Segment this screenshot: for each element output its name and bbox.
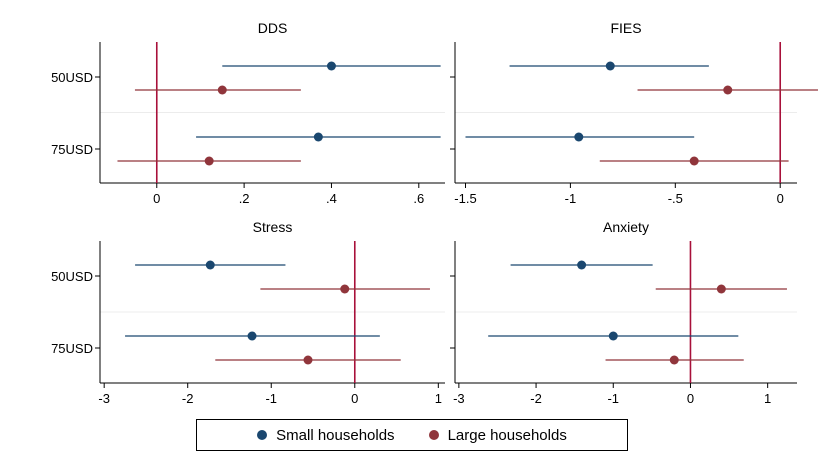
point-estimate-anxiety-large-1 bbox=[669, 355, 679, 365]
panel-title-dds: DDS bbox=[258, 20, 288, 36]
x-tick-label-dds-3: .6 bbox=[413, 191, 424, 206]
x-tick-label-stress-0: -3 bbox=[98, 391, 110, 406]
legend-marker-large bbox=[428, 430, 439, 440]
legend-marker-small bbox=[257, 430, 268, 440]
x-tick-label-stress-3: 0 bbox=[351, 391, 358, 406]
legend: Small households Large households bbox=[196, 419, 628, 451]
x-tick-label-stress-4: 1 bbox=[435, 391, 442, 406]
x-tick-label-dds-1: .2 bbox=[239, 191, 250, 206]
legend-entry-small: Small households bbox=[257, 426, 395, 444]
legend-entry-large: Large households bbox=[428, 426, 567, 444]
y-tick-label-dds-0: 50USD bbox=[51, 70, 93, 85]
x-tick-label-dds-0: 0 bbox=[153, 191, 160, 206]
x-tick-label-fies-1: -1 bbox=[565, 191, 577, 206]
point-estimate-dds-large-1 bbox=[204, 156, 214, 166]
x-tick-label-fies-3: 0 bbox=[777, 191, 784, 206]
panel-title-anxiety: Anxiety bbox=[603, 219, 649, 235]
legend-label-large: Large households bbox=[447, 426, 567, 444]
point-estimate-dds-large-0 bbox=[217, 85, 227, 95]
x-tick-label-anxiety-3: 0 bbox=[687, 391, 694, 406]
point-estimate-fies-small-1 bbox=[574, 132, 584, 142]
point-estimate-stress-small-0 bbox=[205, 260, 215, 270]
x-tick-label-fies-2: -.5 bbox=[668, 191, 683, 206]
x-tick-label-anxiety-4: 1 bbox=[764, 391, 771, 406]
x-tick-label-anxiety-2: -1 bbox=[607, 391, 619, 406]
point-estimate-dds-small-0 bbox=[326, 61, 336, 71]
point-estimate-anxiety-large-0 bbox=[716, 284, 726, 294]
point-estimate-fies-small-0 bbox=[605, 61, 615, 71]
panel-title-fies: FIES bbox=[610, 20, 641, 36]
point-estimate-anxiety-small-0 bbox=[577, 260, 587, 270]
panel-title-stress: Stress bbox=[253, 219, 293, 235]
x-tick-label-dds-2: .4 bbox=[326, 191, 337, 206]
point-estimate-anxiety-small-1 bbox=[608, 331, 618, 341]
y-tick-label-stress-1: 75USD bbox=[51, 341, 93, 356]
point-estimate-stress-large-0 bbox=[340, 284, 350, 294]
x-tick-label-anxiety-0: -3 bbox=[453, 391, 465, 406]
point-estimate-fies-large-1 bbox=[689, 156, 699, 166]
point-estimate-stress-large-1 bbox=[303, 355, 313, 365]
y-tick-label-dds-1: 75USD bbox=[51, 142, 93, 157]
legend-label-small: Small households bbox=[276, 426, 395, 444]
point-estimate-stress-small-1 bbox=[247, 331, 257, 341]
x-tick-label-stress-2: -1 bbox=[265, 391, 277, 406]
x-tick-label-fies-0: -1.5 bbox=[454, 191, 476, 206]
x-tick-label-anxiety-1: -2 bbox=[530, 391, 542, 406]
y-tick-label-stress-0: 50USD bbox=[51, 269, 93, 284]
x-tick-label-stress-1: -2 bbox=[182, 391, 194, 406]
point-estimate-dds-small-1 bbox=[313, 132, 323, 142]
point-estimate-fies-large-0 bbox=[723, 85, 733, 95]
